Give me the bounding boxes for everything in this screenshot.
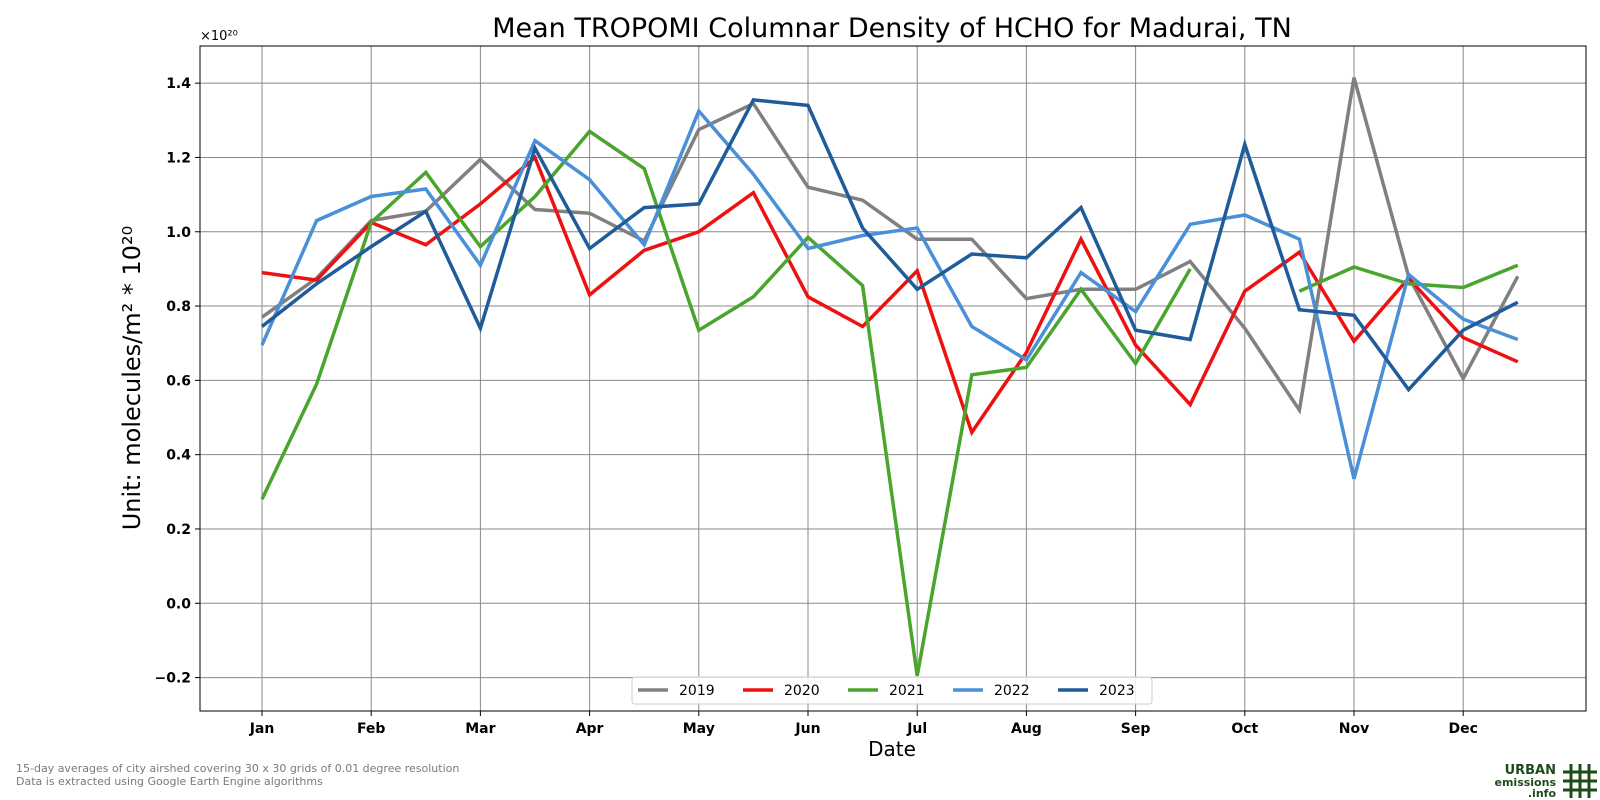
plot-frame xyxy=(199,45,1587,712)
y-tick-label: 0.0 xyxy=(166,596,191,612)
y-tick-label: 1.2 xyxy=(166,150,191,166)
y-tick-label: 0.8 xyxy=(166,299,191,315)
urban-emissions-logo: URBAN emissions .info xyxy=(1495,763,1597,800)
x-tick-label: Feb xyxy=(357,721,386,737)
x-tick-label: Mar xyxy=(465,721,495,737)
legend-label-2019: 2019 xyxy=(679,683,715,699)
series-line-2020 xyxy=(261,154,1519,437)
legend: 2019 2020 2021 2022 2023 xyxy=(631,676,1153,705)
x-tick-label: May xyxy=(683,721,715,737)
y-tick-label: −0.2 xyxy=(154,671,191,687)
x-tick-label: Oct xyxy=(1231,721,1258,737)
legend-label-2020: 2020 xyxy=(784,683,820,699)
footnote-line-2: Data is extracted using Google Earth Eng… xyxy=(16,775,323,788)
y-tick-labels: −0.2 0.0 0.2 0.4 0.6 0.8 1.0 1.2 1.4 xyxy=(154,76,200,687)
chart-title: Mean TROPOMI Columnar Density of HCHO fo… xyxy=(492,13,1292,44)
x-tick-label: Apr xyxy=(576,721,604,737)
series-line-2019 xyxy=(260,77,1520,415)
y-tick-label: 0.6 xyxy=(166,373,191,389)
x-tick-label: Aug xyxy=(1011,721,1042,737)
legend-label-2022: 2022 xyxy=(994,683,1030,699)
x-axis-label: Date xyxy=(868,737,916,761)
y-axis-label: Unit: molecules/m² * 10²⁰ xyxy=(118,226,146,531)
grid-lines xyxy=(200,46,1586,711)
y-tick-label: 1.0 xyxy=(166,225,191,241)
footnote-line-1: 15-day averages of city airshed covering… xyxy=(16,762,459,775)
series-line-2021 xyxy=(1298,263,1519,293)
x-tick-label: Nov xyxy=(1339,721,1369,737)
grid-logo-icon xyxy=(1563,764,1597,798)
x-tick-label: Jul xyxy=(906,721,927,737)
x-tick-labels: Jan Feb Mar Apr May Jun Jul Aug Sep Oct Nov Dec xyxy=(249,711,1478,737)
legend-label-2021: 2021 xyxy=(889,683,925,699)
series-lines xyxy=(260,77,1520,677)
series-line-2022 xyxy=(260,107,1519,480)
logo-text-line-3: .info xyxy=(1528,787,1557,800)
logo-text-line-2: emissions xyxy=(1495,776,1557,789)
y-tick-label: 1.4 xyxy=(166,76,191,92)
legend-label-2023: 2023 xyxy=(1099,683,1135,699)
y-offset-label: ×10²⁰ xyxy=(200,29,238,44)
x-tick-label: Sep xyxy=(1121,721,1151,737)
x-tick-label: Dec xyxy=(1448,721,1477,737)
y-tick-label: 0.4 xyxy=(166,448,191,464)
x-tick-label: Jun xyxy=(794,721,820,737)
series-line-2023 xyxy=(260,98,1519,393)
legend-box xyxy=(631,676,1153,705)
x-tick-label: Jan xyxy=(249,721,275,737)
logo-text-line-1: URBAN xyxy=(1505,763,1556,778)
y-tick-label: 0.2 xyxy=(166,522,191,538)
series-line-2021 xyxy=(260,129,1192,677)
